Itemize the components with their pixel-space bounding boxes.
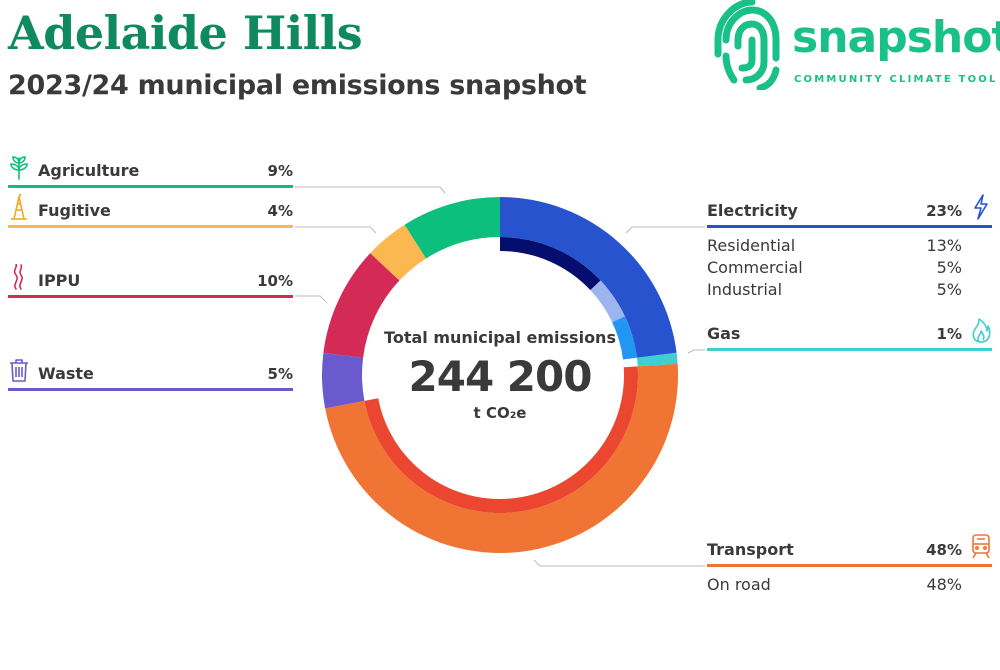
- donut-slice-agriculture: [404, 197, 500, 259]
- smoke-icon: [13, 264, 23, 290]
- legend-ippu-bar: [8, 295, 293, 298]
- leader-line-gas: [687, 349, 705, 354]
- sub-industrial-value: 5%: [936, 280, 962, 299]
- legend-transport: Transport 48%: [707, 534, 992, 567]
- legend-gas-label: Gas: [707, 324, 741, 343]
- sub-on-road-label: On road: [707, 575, 771, 594]
- donut-subslice-residential: [500, 237, 601, 291]
- leader-line-electricity: [625, 226, 705, 234]
- sub-residential-value: 13%: [926, 236, 962, 255]
- legend-gas-value: 1%: [936, 325, 962, 343]
- oil-rig-icon: [11, 194, 27, 220]
- logo-tagline: COMMUNITY CLIMATE TOOL: [794, 74, 998, 85]
- logo-wordmark: snapshot: [792, 12, 1000, 63]
- trash-icon: [10, 359, 28, 382]
- donut-subslice-industrial: [612, 316, 637, 360]
- sub-commercial-label: Commercial: [707, 258, 803, 277]
- lightning-icon: [974, 194, 988, 220]
- legend-ippu-value: 10%: [257, 272, 293, 290]
- page-title: Adelaide Hills: [8, 6, 363, 60]
- sub-on-road: On road 48%: [707, 575, 962, 594]
- total-unit: t CO₂e: [473, 404, 527, 422]
- donut-slice-fugitive: [370, 224, 427, 281]
- sub-industrial-label: Industrial: [707, 280, 783, 299]
- donut-subslice-commercial: [590, 280, 625, 323]
- snapshot-logo: snapshot COMMUNITY CLIMATE TOOL: [712, 0, 1000, 92]
- legend-waste-bar: [8, 388, 293, 391]
- donut-slice-ippu: [323, 253, 400, 358]
- legend-electricity: Electricity 23%: [707, 194, 992, 228]
- donut-slice-gas: [636, 352, 678, 367]
- legend-gas: Gas 1%: [707, 318, 992, 351]
- leader-line-fugitive: [295, 226, 377, 234]
- donut-slice-waste: [322, 352, 365, 409]
- legend-ippu: IPPU 10%: [8, 264, 293, 298]
- legend-ippu-label: IPPU: [38, 271, 81, 290]
- legend-gas-bar: [707, 348, 992, 351]
- leader-line-ippu: [295, 295, 327, 303]
- donut-slice-electricity: [500, 197, 677, 358]
- total-label: Total municipal emissions: [384, 328, 616, 347]
- legend-agriculture: Agriculture 9%: [8, 156, 293, 188]
- leader-line-agriculture: [295, 186, 446, 194]
- sub-commercial: Commercial 5%: [707, 258, 962, 277]
- legend-fugitive: Fugitive 4%: [8, 194, 293, 228]
- legend-waste-value: 5%: [267, 365, 293, 383]
- leader-line-transport: [533, 559, 705, 567]
- flame-icon: [972, 318, 991, 343]
- fingerprint-logo-icon: [714, 0, 780, 90]
- legend-electricity-bar: [707, 225, 992, 228]
- legend-transport-value: 48%: [926, 541, 962, 559]
- total-value: 244 200: [408, 352, 593, 401]
- legend-fugitive-value: 4%: [267, 202, 293, 220]
- legend-fugitive-label: Fugitive: [38, 201, 111, 220]
- sub-on-road-value: 48%: [926, 575, 962, 594]
- legend-waste: Waste 5%: [8, 359, 293, 391]
- sub-commercial-value: 5%: [936, 258, 962, 277]
- legend-electricity-value: 23%: [926, 202, 962, 220]
- sub-residential-label: Residential: [707, 236, 796, 255]
- legend-electricity-label: Electricity: [707, 201, 798, 220]
- donut-slice-transport: [325, 363, 678, 553]
- legend-agriculture-bar: [8, 185, 293, 188]
- legend-transport-bar: [707, 564, 992, 567]
- legend-agriculture-value: 9%: [267, 162, 293, 180]
- legend-transport-label: Transport: [707, 540, 794, 559]
- legend-agriculture-label: Agriculture: [38, 161, 140, 180]
- plant-icon: [10, 156, 28, 180]
- sub-industrial: Industrial 5%: [707, 280, 962, 299]
- sub-residential: Residential 13%: [707, 236, 962, 255]
- train-icon: [972, 534, 990, 559]
- legend-waste-label: Waste: [38, 364, 94, 383]
- page-subtitle: 2023/24 municipal emissions snapshot: [8, 70, 587, 101]
- legend-fugitive-bar: [8, 225, 293, 228]
